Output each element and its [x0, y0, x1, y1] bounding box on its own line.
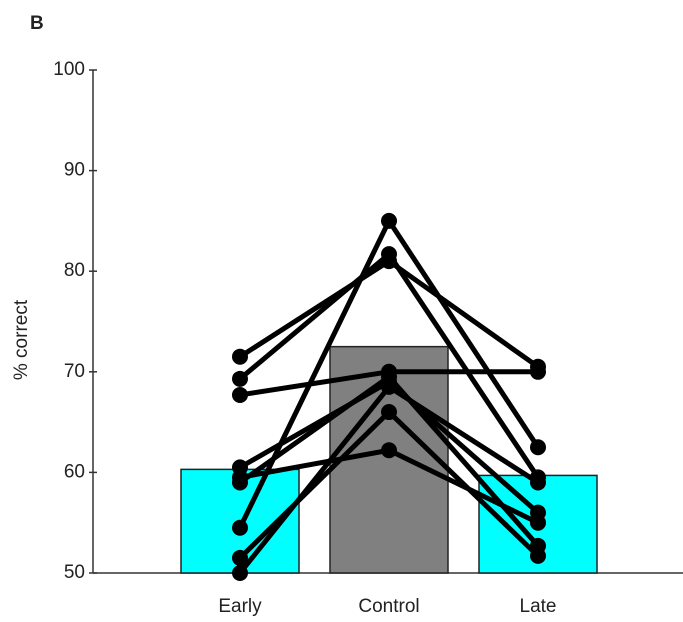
subject-point [530, 363, 546, 380]
y-axis-label: % correct [11, 299, 32, 380]
subject-point [381, 378, 397, 395]
subject-point [381, 404, 397, 421]
x-tick-label: Early [218, 596, 262, 617]
panel-label: B [30, 13, 44, 34]
subject-point [232, 348, 248, 365]
y-tick-label: 50 [64, 562, 85, 583]
subject-point [530, 514, 546, 531]
subject-point [232, 519, 248, 536]
subject-point [530, 439, 546, 456]
subject-point [381, 442, 397, 459]
subject-point [232, 474, 248, 491]
y-tick-label: 100 [53, 59, 85, 80]
y-tick-label: 60 [64, 461, 85, 482]
subject-point [232, 370, 248, 387]
subject-point [530, 547, 546, 564]
x-tick-label: Late [520, 596, 557, 617]
subject-point [530, 474, 546, 491]
subject-point [232, 565, 248, 581]
y-tick-label: 70 [64, 361, 85, 382]
subject-point [381, 212, 397, 229]
subject-point [232, 549, 248, 566]
subject-point [381, 246, 397, 263]
y-tick-label: 80 [64, 260, 85, 281]
subject-point [232, 386, 248, 403]
x-tick-label: Control [358, 596, 419, 617]
y-tick-label: 90 [64, 160, 85, 181]
